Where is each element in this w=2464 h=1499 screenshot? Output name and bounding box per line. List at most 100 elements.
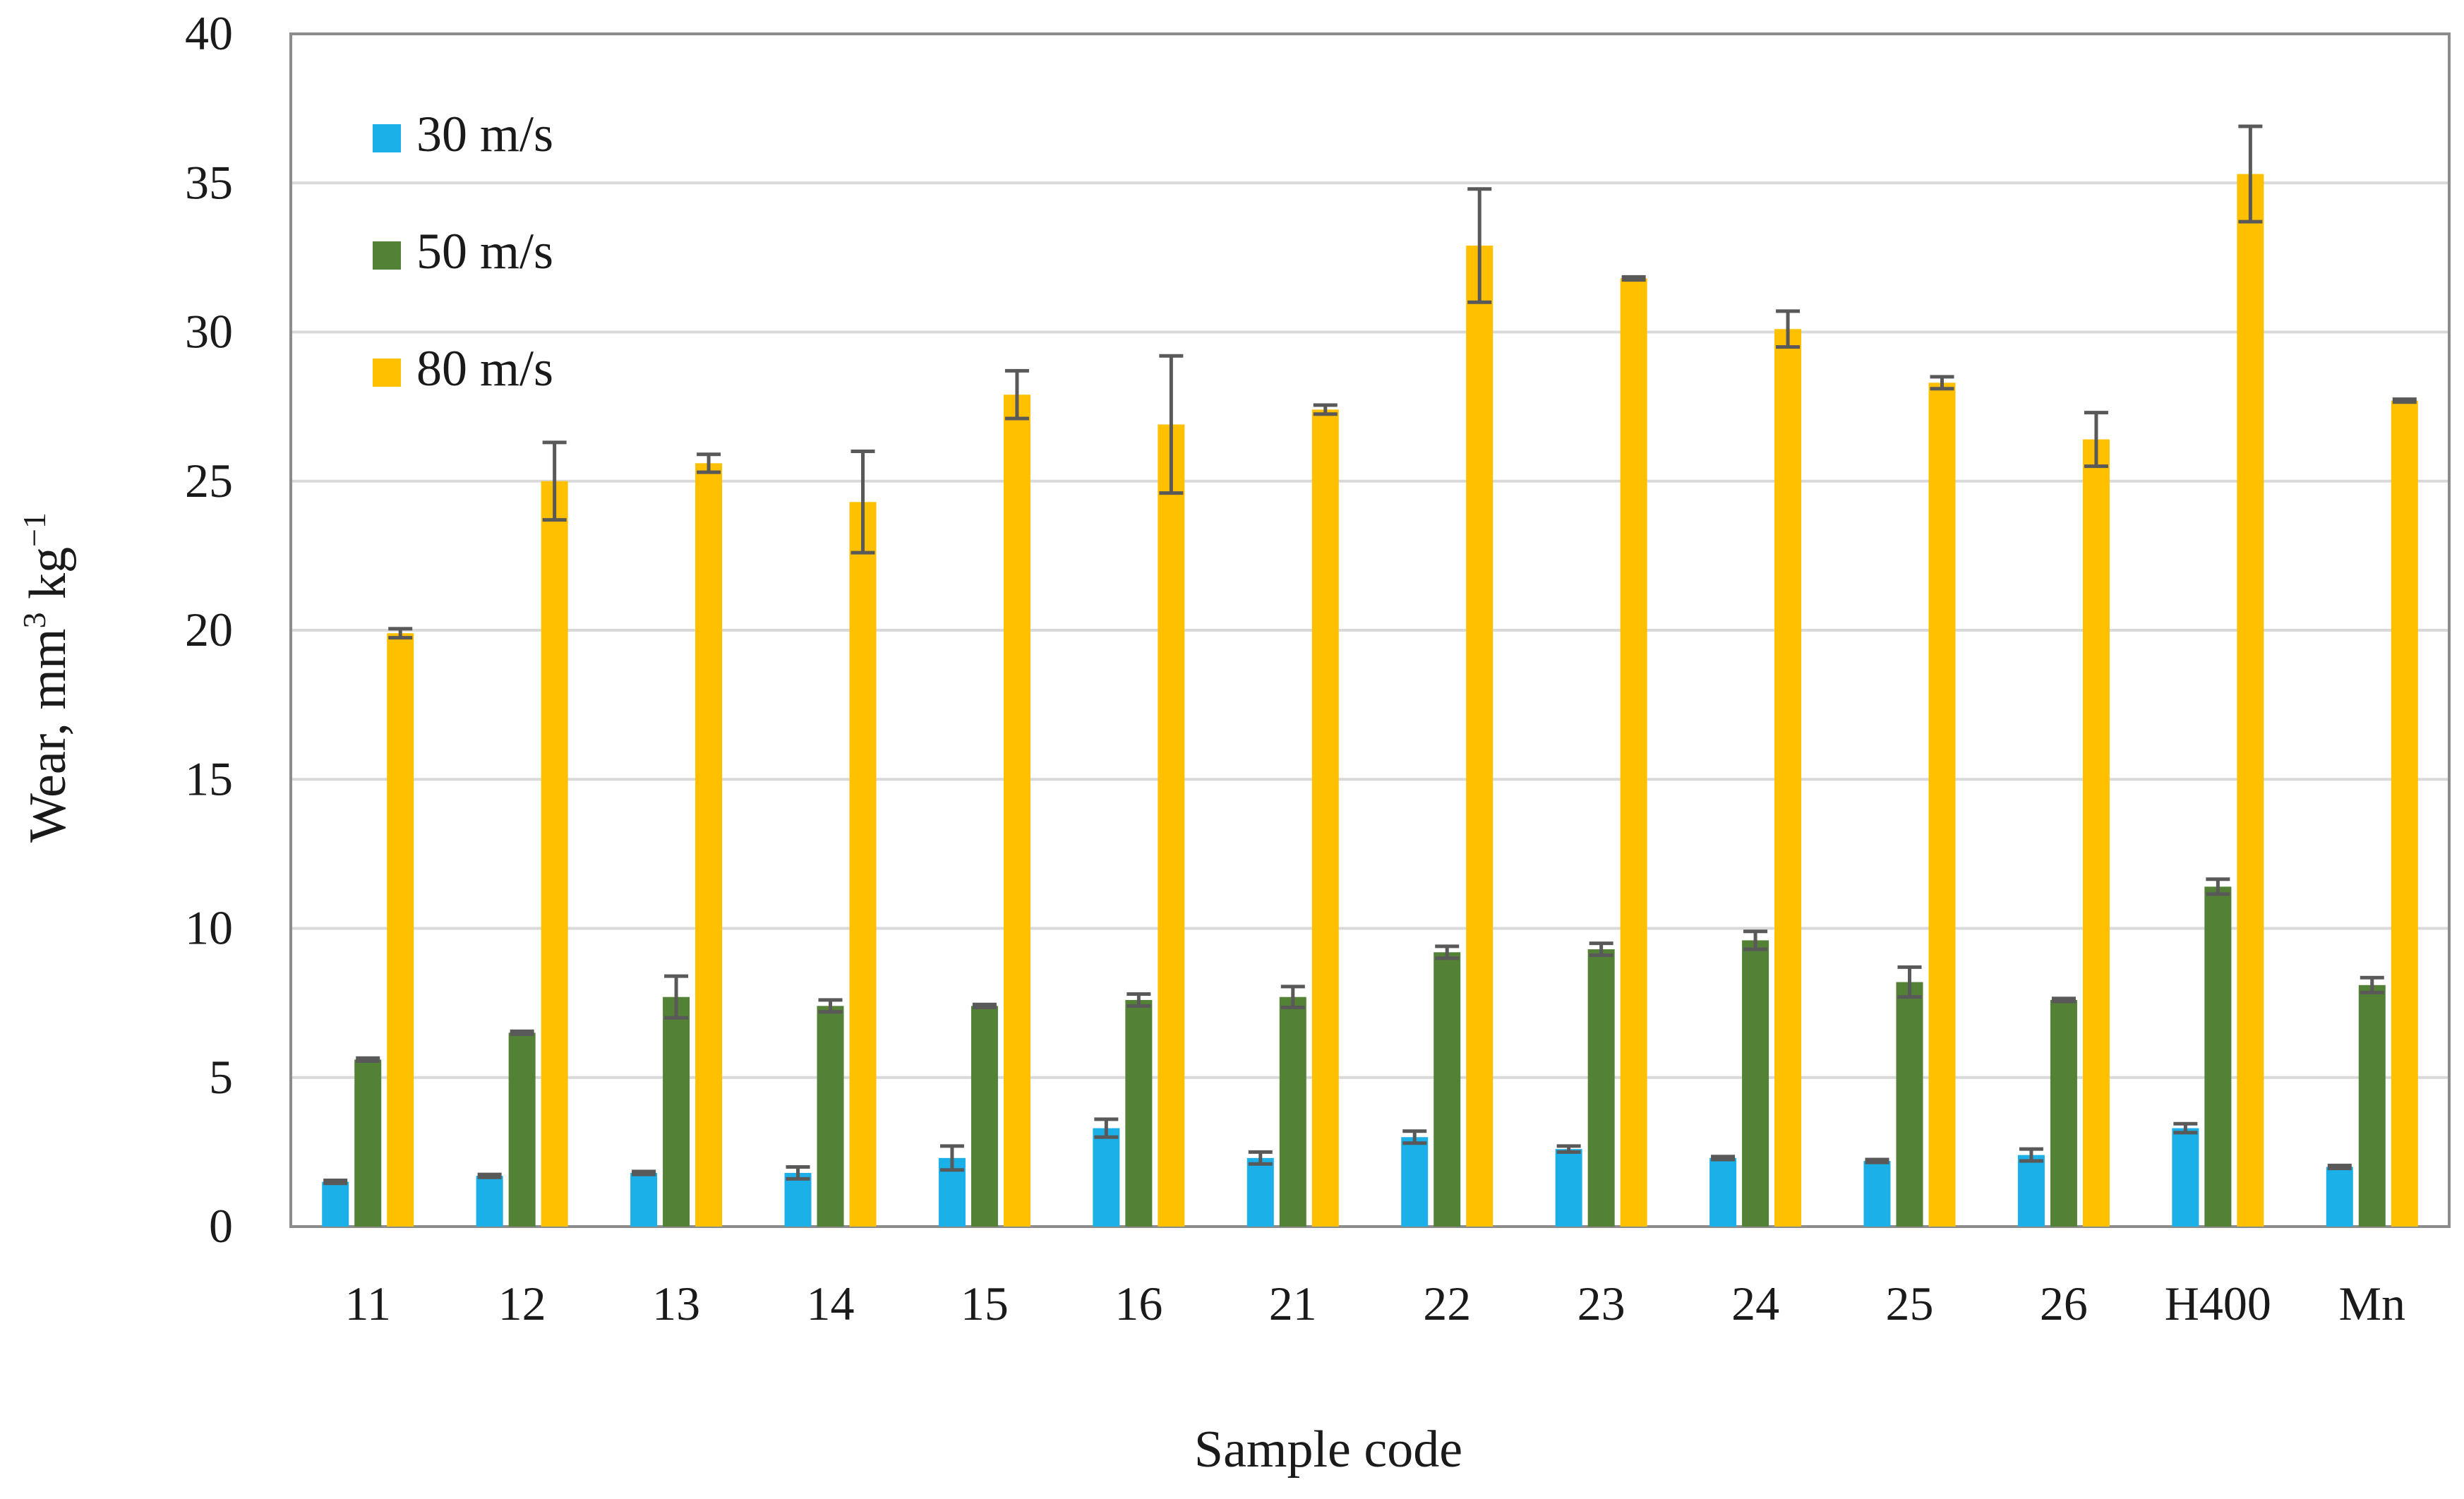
x-tick-label-13: 13 [652, 1277, 700, 1330]
y-axis-title-unit: kg [19, 547, 77, 613]
gridlines [291, 181, 2449, 1079]
x-tick-label-14: 14 [807, 1277, 855, 1330]
x-tick-label-Mn: Mn [2339, 1277, 2405, 1330]
error-bar-50ms-12 [510, 1029, 534, 1036]
error-bar-30ms-23 [1556, 1144, 1581, 1154]
error-bar-80ms-21 [1313, 403, 1338, 416]
error-bar-30ms-H400 [2173, 1121, 2198, 1135]
error-bar-80ms-26 [2084, 411, 2108, 469]
error-bar-30ms-21 [1248, 1150, 1273, 1166]
bar-50ms-15 [970, 1006, 998, 1227]
y-tick-label: 10 [185, 901, 233, 955]
legend-label-50ms: 50 m/s [416, 223, 553, 279]
error-bar-80ms-Mn [2392, 397, 2417, 404]
error-bar-50ms-H400 [2206, 877, 2230, 896]
bar-80ms-13 [695, 463, 723, 1227]
x-tick-labels: 11 12 13 14 15 16 21 22 23 24 25 26 H400 Mn [344, 1277, 2405, 1330]
error-bar-30ms-26 [2019, 1147, 2043, 1163]
x-tick-label-21: 21 [1269, 1277, 1317, 1330]
bar-80ms-12 [541, 481, 568, 1227]
error-bar-30ms-Mn [2327, 1163, 2352, 1171]
error-bar-30ms-24 [1711, 1155, 1736, 1162]
bar-80ms-14 [849, 502, 877, 1227]
error-bar-50ms-Mn [2360, 975, 2384, 994]
bar-30ms-22 [1401, 1137, 1429, 1227]
error-bar-50ms-23 [1589, 941, 1613, 958]
bar-30ms-25 [1863, 1161, 1891, 1227]
error-bar-50ms-24 [1743, 929, 1768, 951]
bar-80ms-16 [1158, 424, 1185, 1227]
error-bar-80ms-25 [1930, 375, 1954, 391]
bar-30ms-26 [2017, 1155, 2045, 1227]
bar-30ms-14 [784, 1172, 812, 1227]
error-bar-30ms-14 [786, 1165, 810, 1181]
y-tick-label: 35 [185, 155, 233, 209]
bar-50ms-21 [1279, 997, 1306, 1227]
bar-50ms-25 [1896, 982, 1923, 1227]
legend-swatch-50ms [373, 241, 401, 270]
bar-80ms-26 [2082, 439, 2110, 1227]
error-bar-50ms-14 [818, 998, 843, 1014]
error-bar-50ms-15 [972, 1002, 997, 1009]
error-bar-30ms-22 [1402, 1129, 1427, 1145]
y-axis-title: Wear, mm3 kg−1 [16, 512, 77, 843]
bar-50ms-26 [2050, 999, 2077, 1227]
bar-50ms-24 [1742, 940, 1769, 1227]
error-bar-50ms-21 [1280, 985, 1305, 1009]
y-tick-label: 20 [185, 603, 233, 656]
bar-30ms-13 [630, 1172, 658, 1227]
bar-80ms-11 [387, 633, 414, 1227]
error-bar-30ms-13 [632, 1169, 656, 1176]
x-tick-label-16: 16 [1114, 1277, 1162, 1330]
x-tick-label-26: 26 [2040, 1277, 2088, 1330]
error-bar-50ms-13 [664, 974, 689, 1020]
error-bar-80ms-22 [1467, 187, 1492, 304]
bar-30ms-11 [322, 1181, 349, 1227]
bar-80ms-24 [1774, 329, 1802, 1227]
bar-30ms-H400 [2172, 1128, 2199, 1227]
legend: 30 m/s 50 m/s 80 m/s [373, 106, 553, 397]
x-tick-label-11: 11 [344, 1277, 390, 1330]
bar-30ms-16 [1093, 1128, 1120, 1227]
x-tick-label-15: 15 [961, 1277, 1009, 1330]
bar-30ms-24 [1709, 1157, 1737, 1227]
error-bar-30ms-11 [323, 1179, 348, 1186]
error-bars [323, 124, 2417, 1186]
x-tick-label-H400: H400 [2165, 1277, 2271, 1330]
error-bar-80ms-16 [1159, 354, 1184, 495]
plot-area-border [289, 32, 2451, 1228]
error-bar-80ms-H400 [2238, 124, 2263, 224]
error-bar-80ms-12 [542, 440, 567, 522]
y-tick-label: 0 [209, 1199, 233, 1253]
x-tick-label-22: 22 [1423, 1277, 1471, 1330]
y-tick-label: 15 [185, 752, 233, 805]
x-tick-label-24: 24 [1731, 1277, 1779, 1330]
error-bar-30ms-16 [1094, 1117, 1119, 1139]
bar-30ms-21 [1246, 1157, 1274, 1227]
bar-30ms-12 [476, 1176, 503, 1227]
bars [322, 174, 2418, 1227]
y-tick-label: 5 [209, 1050, 233, 1104]
error-bar-50ms-26 [2051, 997, 2076, 1004]
bar-50ms-16 [1125, 999, 1153, 1227]
x-tick-label-12: 12 [498, 1277, 546, 1330]
error-bar-80ms-11 [388, 627, 413, 640]
legend-label-30ms: 30 m/s [416, 106, 553, 162]
error-bar-50ms-25 [1897, 965, 1922, 999]
y-axis-title-main: Wear, mm [19, 629, 77, 843]
legend-label-80ms: 80 m/s [416, 340, 553, 397]
bar-30ms-Mn [2326, 1167, 2353, 1227]
bar-50ms-H400 [2204, 886, 2232, 1227]
legend-swatch-30ms [373, 124, 401, 152]
bar-50ms-14 [817, 1006, 844, 1227]
bar-50ms-Mn [2358, 985, 2386, 1227]
bar-80ms-Mn [2391, 400, 2418, 1227]
bar-80ms-22 [1466, 245, 1494, 1227]
legend-swatch-80ms [373, 359, 401, 387]
x-tick-label-25: 25 [1886, 1277, 1934, 1330]
error-bar-30ms-15 [939, 1144, 964, 1172]
error-bar-50ms-11 [356, 1056, 380, 1064]
error-bar-80ms-15 [1004, 368, 1029, 421]
